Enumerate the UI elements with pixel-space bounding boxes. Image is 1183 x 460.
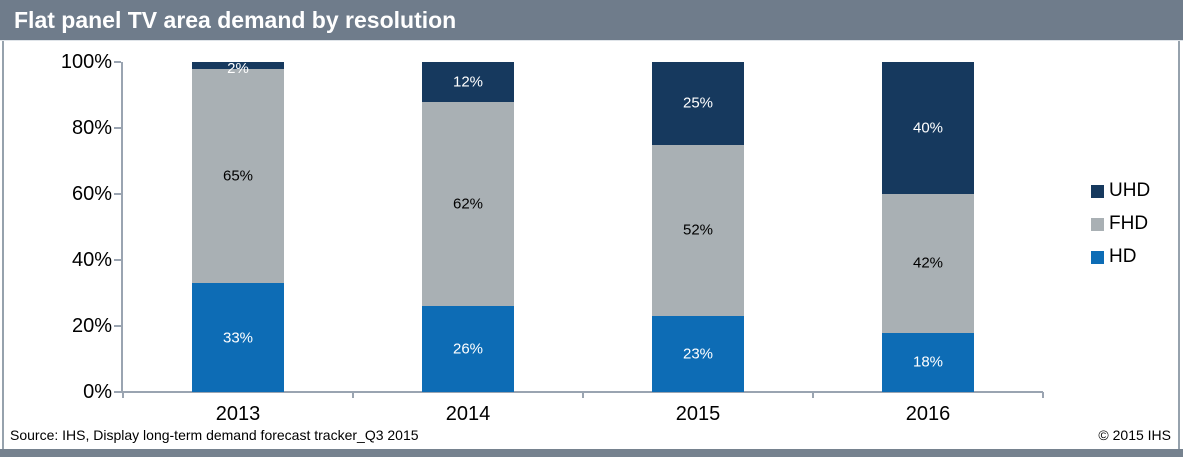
bar-segment-2014-fhd: 62% xyxy=(422,101,514,307)
y-axis-line xyxy=(121,62,123,393)
copyright-note: © 2015 IHS xyxy=(1098,427,1171,443)
x-axis-tick xyxy=(582,392,584,398)
y-axis-tick xyxy=(114,391,121,393)
y-axis-tick-label: 0% xyxy=(83,381,112,403)
bar-value-label: 25% xyxy=(682,94,714,112)
bar-value-label: 23% xyxy=(682,345,714,363)
bar-value-label: 26% xyxy=(452,340,484,358)
x-axis-tick-label: 2013 xyxy=(215,403,261,425)
x-axis-tick-label: 2014 xyxy=(445,403,491,425)
legend-label: FHD xyxy=(1109,213,1149,234)
y-axis-tick xyxy=(114,193,121,195)
chart-legend: UHD FHD HD xyxy=(1091,181,1150,280)
page-title: Flat panel TV area demand by resolution xyxy=(0,0,1183,41)
x-axis-tick xyxy=(122,392,124,398)
legend-item-uhd: UHD xyxy=(1091,181,1150,201)
legend-swatch-fhd xyxy=(1091,217,1104,231)
bar-value-label: 65% xyxy=(222,167,254,185)
bar-value-label: 62% xyxy=(452,195,484,213)
y-axis-tick-label: 20% xyxy=(71,315,112,337)
bar-value-label: 2% xyxy=(227,60,249,77)
bar-segment-2013-hd: 33% xyxy=(192,283,284,392)
legend-swatch-uhd xyxy=(1091,184,1104,198)
bar-segment-2016-hd: 18% xyxy=(882,332,974,392)
bar-value-label: 40% xyxy=(912,119,944,137)
y-axis-tick xyxy=(114,259,121,261)
bottom-frame-bar xyxy=(0,449,1183,457)
y-axis-tick xyxy=(114,325,121,327)
bar-segment-2014-hd: 26% xyxy=(422,306,514,392)
bar-value-label: 42% xyxy=(912,254,944,272)
x-axis-tick xyxy=(352,392,354,398)
left-frame-border xyxy=(2,41,4,449)
x-axis-tick-label: 2015 xyxy=(675,403,721,425)
bar-segment-2016-uhd: 40% xyxy=(882,62,974,194)
y-axis-tick xyxy=(114,61,121,63)
legend-label: HD xyxy=(1109,246,1137,267)
legend-item-hd: HD xyxy=(1091,247,1150,267)
bar-segment-2014-uhd: 12% xyxy=(422,62,514,102)
source-note: Source: IHS, Display long-term demand fo… xyxy=(10,427,419,443)
legend-swatch-hd xyxy=(1091,250,1104,264)
bar-segment-2013-uhd: 2% xyxy=(192,61,284,77)
y-axis-tick-label: 40% xyxy=(71,249,112,271)
right-frame-border xyxy=(1178,41,1180,449)
bar-segment-2013-fhd: 65% xyxy=(192,68,284,284)
bar-segment-2015-uhd: 25% xyxy=(652,62,744,145)
y-axis-tick xyxy=(114,127,121,129)
x-axis-tick-label: 2016 xyxy=(905,403,951,425)
bar-value-label: 18% xyxy=(912,353,944,371)
legend-item-fhd: FHD xyxy=(1091,214,1150,234)
x-axis-tick xyxy=(812,392,814,398)
bar-value-label: 33% xyxy=(222,329,254,347)
x-axis-tick xyxy=(1042,392,1044,398)
y-axis-tick-label: 60% xyxy=(71,183,112,205)
bar-segment-2015-fhd: 52% xyxy=(652,144,744,317)
bar-segment-2015-hd: 23% xyxy=(652,316,744,392)
bar-value-label: 52% xyxy=(682,221,714,239)
y-axis-tick-label: 80% xyxy=(71,117,112,139)
bar-segment-2016-fhd: 42% xyxy=(882,194,974,333)
y-axis-tick-label: 100% xyxy=(60,51,112,73)
legend-label: UHD xyxy=(1109,180,1151,201)
bar-value-label: 12% xyxy=(452,73,484,91)
